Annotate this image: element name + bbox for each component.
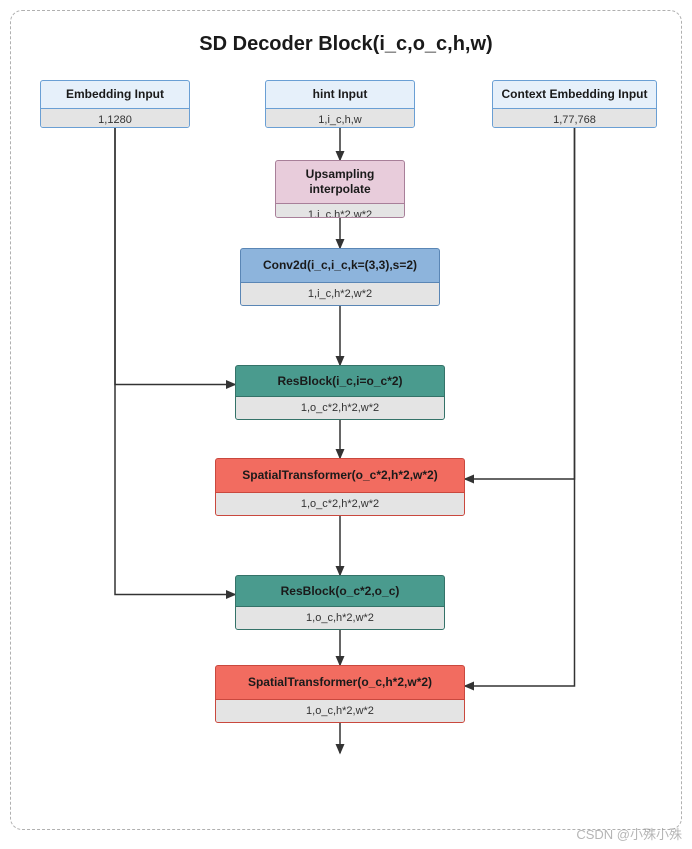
node-st1-label: SpatialTransformer(o_c*2,h*2,w*2)	[216, 459, 464, 492]
watermark: CSDN @小殊小殊	[576, 824, 682, 843]
node-st2: SpatialTransformer(o_c,h*2,w*2)1,o_c,h*2…	[215, 665, 465, 723]
node-hint-label: hint Input	[266, 81, 414, 108]
node-ctx-shape: 1,77,768	[493, 108, 656, 128]
node-res2-label: ResBlock(o_c*2,o_c)	[236, 576, 444, 606]
node-res1: ResBlock(i_c,i=o_c*2)1,o_c*2,h*2,w*2	[235, 365, 445, 420]
diagram-title: SD Decoder Block(i_c,o_c,h,w)	[11, 33, 681, 56]
node-st1: SpatialTransformer(o_c*2,h*2,w*2)1,o_c*2…	[215, 458, 465, 516]
node-hint-shape: 1,i_c,h,w	[266, 108, 414, 128]
node-res1-label: ResBlock(i_c,i=o_c*2)	[236, 366, 444, 396]
node-upsample-label: Upsampling interpolate	[276, 161, 404, 203]
node-ctx: Context Embedding Input1,77,768	[492, 80, 657, 128]
node-emb-shape: 1,1280	[41, 108, 189, 128]
node-emb-label: Embedding Input	[41, 81, 189, 108]
node-st2-shape: 1,o_c,h*2,w*2	[216, 699, 464, 722]
node-res2-shape: 1,o_c,h*2,w*2	[236, 606, 444, 629]
node-st2-label: SpatialTransformer(o_c,h*2,w*2)	[216, 666, 464, 699]
node-conv: Conv2d(i_c,i_c,k=(3,3),s=2)1,i_c,h*2,w*2	[240, 248, 440, 306]
node-emb: Embedding Input1,1280	[40, 80, 190, 128]
node-res2: ResBlock(o_c*2,o_c)1,o_c,h*2,w*2	[235, 575, 445, 630]
node-conv-shape: 1,i_c,h*2,w*2	[241, 282, 439, 305]
node-upsample-shape: 1,i_c,h*2,w*2	[276, 203, 404, 218]
node-ctx-label: Context Embedding Input	[493, 81, 656, 108]
node-conv-label: Conv2d(i_c,i_c,k=(3,3),s=2)	[241, 249, 439, 282]
node-res1-shape: 1,o_c*2,h*2,w*2	[236, 396, 444, 419]
node-st1-shape: 1,o_c*2,h*2,w*2	[216, 492, 464, 515]
node-upsample: Upsampling interpolate1,i_c,h*2,w*2	[275, 160, 405, 218]
node-hint: hint Input1,i_c,h,w	[265, 80, 415, 128]
